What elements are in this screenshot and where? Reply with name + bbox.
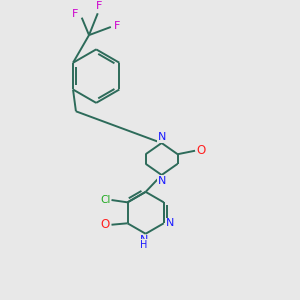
Text: H: H [140, 240, 148, 250]
Text: F: F [114, 21, 120, 31]
Text: F: F [96, 1, 102, 11]
Text: N: N [158, 132, 166, 142]
Text: N: N [158, 176, 166, 186]
Text: F: F [72, 9, 79, 19]
Text: O: O [100, 218, 110, 231]
Text: N: N [140, 235, 148, 245]
Text: N: N [166, 218, 174, 228]
Text: Cl: Cl [100, 195, 110, 205]
Text: O: O [197, 144, 206, 157]
